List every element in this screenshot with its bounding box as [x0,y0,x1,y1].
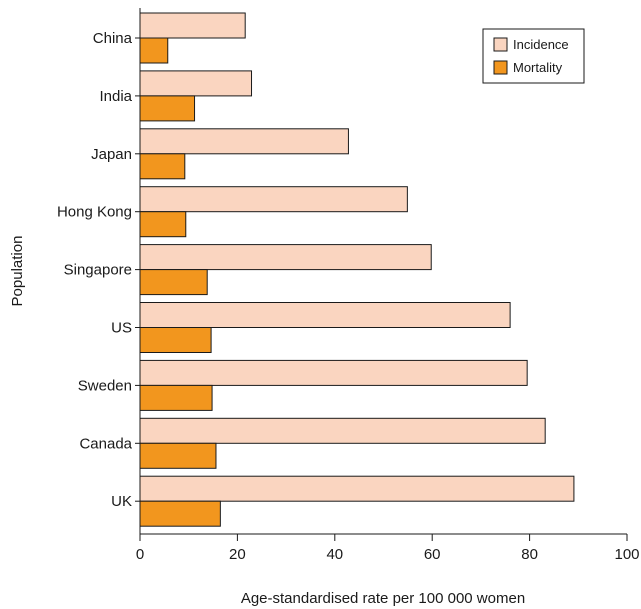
bar-mortality-japan [139,153,186,180]
category-label-canada: Canada [79,435,132,452]
x-axis-title: Age-standardised rate per 100 000 women [241,590,525,607]
x-tick-label-20: 20 [229,546,246,563]
bar-mortality-uk [139,500,221,527]
category-label-uk: UK [111,493,132,510]
category-label-sweden: Sweden [78,377,132,394]
legend-label-incidence: Incidence [513,37,569,52]
bar-incidence-india [139,70,253,97]
category-label-us: US [111,320,132,337]
bar-incidence-china [139,12,246,39]
bar-incidence-sweden [139,359,528,386]
bar-incidence-us [139,302,511,328]
legend-swatch-incidence [493,37,508,52]
y-axis-title: Population [9,236,26,307]
bar-incidence-singapore [139,244,432,271]
category-labels-layer: China India Japan Hong Kong Singapore US Swede… [57,30,140,510]
bar-mortality-india [139,95,196,122]
x-tick-label-0: 0 [136,546,144,563]
x-ticks-layer: 0 20 40 60 80 100 [136,534,640,563]
x-tick-label-40: 40 [326,546,343,563]
bar-incidence-canada [139,417,546,444]
category-label-singapore: Singapore [64,262,132,279]
bar-mortality-china [139,37,169,64]
x-tick-label-100: 100 [614,546,639,563]
bar-mortality-us [139,327,212,353]
category-label-hong-kong: Hong Kong [57,204,132,221]
category-label-india: India [99,88,132,105]
x-tick-label-60: 60 [424,546,441,563]
category-label-china: China [93,30,133,47]
bar-mortality-singapore [139,269,208,296]
bar-incidence-japan [139,128,349,155]
legend: Incidence Mortality [482,28,585,84]
bar-mortality-hong-kong [139,211,187,238]
x-tick-label-80: 80 [521,546,538,563]
legend-swatch-mortality [493,60,508,75]
category-label-japan: Japan [91,146,132,163]
legend-label-mortality: Mortality [513,60,563,75]
bar-incidence-uk [139,475,575,502]
bar-incidence-hong-kong [139,186,408,213]
bar-mortality-sweden [139,384,213,411]
bar-mortality-canada [139,442,217,469]
bars-layer [139,12,575,527]
